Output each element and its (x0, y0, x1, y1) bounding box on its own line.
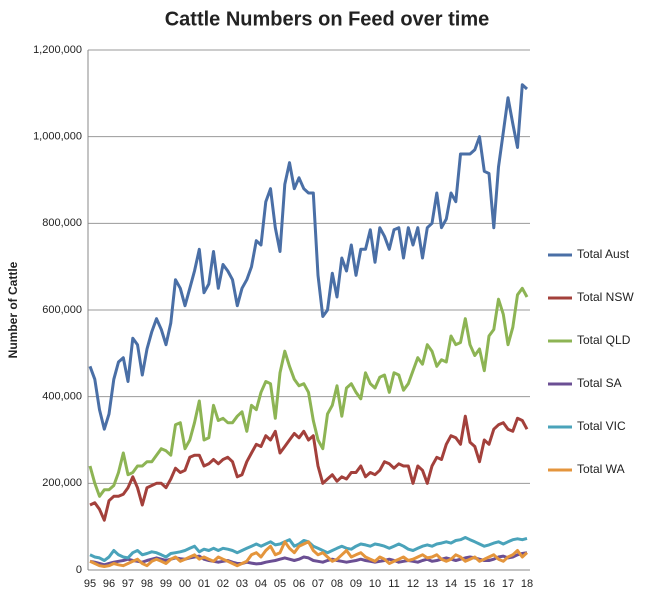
y-tick-label: 1,000,000 (33, 131, 82, 143)
x-tick-label: 05 (274, 578, 286, 590)
series-line (88, 286, 529, 498)
y-tick-label: 400,000 (42, 391, 82, 403)
y-tick-label: 600,000 (42, 304, 82, 316)
x-tick-label: 14 (445, 578, 457, 590)
x-tick-label: 15 (464, 578, 476, 590)
y-axis-title: Number of Cattle (6, 261, 20, 358)
chart-title: Cattle Numbers on Feed over time (165, 8, 490, 30)
series-line (88, 83, 529, 431)
x-tick-label: 18 (521, 578, 533, 590)
y-tick-label: 800,000 (42, 217, 82, 229)
x-tick-label: 96 (103, 578, 115, 590)
x-tick-label: 95 (84, 578, 96, 590)
x-tick-label: 09 (350, 578, 362, 590)
x-tick-label: 07 (312, 578, 324, 590)
series-line (89, 414, 529, 522)
legend-label: Total VIC (577, 419, 626, 433)
legend-label: Total NSW (577, 290, 634, 304)
x-tick-label: 06 (293, 578, 305, 590)
x-tick-label: 12 (407, 578, 419, 590)
y-tick-label: 0 (76, 564, 82, 576)
x-tick-label: 04 (255, 578, 267, 590)
legend-label: Total QLD (577, 333, 631, 347)
x-tick-label: 16 (483, 578, 495, 590)
series-line (89, 540, 529, 568)
x-tick-label: 02 (217, 578, 229, 590)
x-tick-label: 10 (369, 578, 381, 590)
x-tick-label: 08 (331, 578, 343, 590)
x-tick-label: 97 (122, 578, 134, 590)
x-tick-label: 11 (388, 578, 399, 590)
series-line (89, 551, 528, 567)
y-tick-label: 1,200,000 (33, 44, 82, 56)
x-tick-label: 00 (179, 578, 191, 590)
legend-label: Total SA (577, 376, 622, 390)
x-tick-label: 13 (426, 578, 438, 590)
x-tick-label: 99 (160, 578, 172, 590)
x-tick-label: 01 (198, 578, 210, 590)
legend-label: Total Aust (577, 247, 630, 261)
x-tick-label: 17 (502, 578, 514, 590)
x-tick-label: 03 (236, 578, 248, 590)
legend-label: Total WA (577, 462, 625, 476)
y-tick-label: 200,000 (42, 477, 82, 489)
x-tick-label: 98 (141, 578, 153, 590)
